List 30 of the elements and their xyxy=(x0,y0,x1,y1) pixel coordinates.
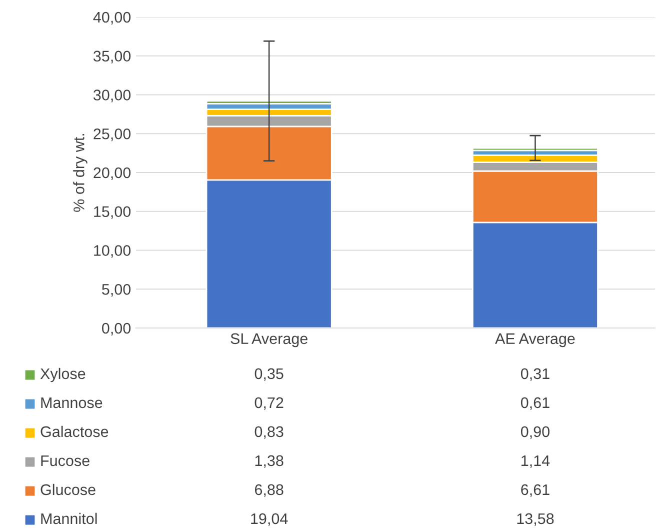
data-label: 0,31 xyxy=(520,368,550,381)
data-label: 1,14 xyxy=(522,455,550,468)
y-tick-label: 40,00 xyxy=(93,12,131,24)
data-label: 0,83 xyxy=(254,426,284,439)
legend-label: Mannitol xyxy=(41,512,97,524)
data-label: 0,90 xyxy=(520,426,550,439)
data-label: 19,04 xyxy=(251,513,288,526)
y-tick-label: 5,00 xyxy=(102,284,131,297)
data-label: 6,61 xyxy=(521,484,550,497)
data-label: 0,61 xyxy=(520,397,550,410)
y-tick-label: 0,00 xyxy=(102,322,131,336)
y-tick-label: 30,00 xyxy=(93,90,131,102)
data-label: 0,35 xyxy=(254,368,284,381)
legend-label: Fucose xyxy=(41,455,90,466)
y-tick-label: 35,00 xyxy=(93,50,131,64)
y-tick-label: 10,00 xyxy=(94,245,131,258)
y-tick-label: 15,00 xyxy=(94,206,131,219)
legend-label: Mannose xyxy=(41,397,102,408)
legend-label: Glucose xyxy=(40,484,96,496)
data-label: 0,72 xyxy=(254,397,284,410)
x-tick-label: SL Average xyxy=(230,333,308,348)
y-axis-title: % of dry wt. xyxy=(73,134,88,212)
data-label: 1,38 xyxy=(255,455,284,468)
data-label: 13,58 xyxy=(517,513,554,526)
data-label: 6,88 xyxy=(254,484,284,497)
legend-label: Galactose xyxy=(40,426,108,438)
legend-label: Xylose xyxy=(40,368,86,382)
y-tick-label: 20,00 xyxy=(94,167,131,180)
y-tick-label: 25,00 xyxy=(94,128,131,142)
x-tick-label: AE Average xyxy=(495,333,575,348)
